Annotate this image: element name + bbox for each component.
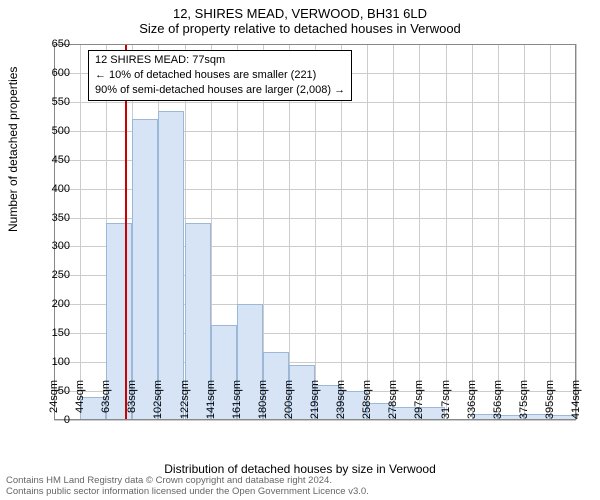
annotation-box: 12 SHIRES MEAD: 77sqm ← 10% of detached … (88, 50, 352, 101)
x-tick: 278sqm (387, 380, 399, 419)
gridline-v (576, 44, 577, 420)
x-tick: 395sqm (544, 380, 556, 419)
gridline-h (54, 420, 576, 421)
gridline-v (367, 44, 368, 420)
y-axis-label: Number of detached properties (6, 67, 20, 232)
x-tick: 161sqm (231, 380, 243, 419)
x-tick: 356sqm (492, 380, 504, 419)
x-tick: 122sqm (179, 380, 191, 419)
gridline-v (498, 44, 499, 420)
histogram-bar (158, 111, 184, 420)
x-tick: 200sqm (283, 380, 295, 419)
y-tick: 200 (30, 298, 70, 310)
x-tick: 219sqm (309, 380, 321, 419)
x-tick: 239sqm (335, 380, 347, 419)
y-tick: 550 (30, 96, 70, 108)
y-tick: 500 (30, 125, 70, 137)
gridline-v (80, 44, 81, 420)
y-tick: 150 (30, 327, 70, 339)
y-tick: 250 (30, 269, 70, 281)
y-tick: 0 (30, 414, 70, 426)
y-tick: 100 (30, 356, 70, 368)
y-tick: 600 (30, 67, 70, 79)
title-main: 12, SHIRES MEAD, VERWOOD, BH31 6LD (0, 0, 600, 21)
gridline-v (524, 44, 525, 420)
y-tick: 450 (30, 154, 70, 166)
x-tick: 375sqm (518, 380, 530, 419)
x-tick: 414sqm (570, 380, 582, 419)
x-tick: 44sqm (74, 380, 86, 413)
footer-line-2: Contains public sector information licen… (6, 487, 369, 498)
x-tick: 24sqm (48, 380, 60, 413)
title-sub: Size of property relative to detached ho… (0, 21, 600, 38)
y-tick: 350 (30, 212, 70, 224)
x-tick: 141sqm (205, 380, 217, 419)
x-tick: 258sqm (361, 380, 373, 419)
x-tick: 63sqm (100, 380, 112, 413)
gridline-v (446, 44, 447, 420)
histogram-bar (132, 119, 158, 420)
plot-area: 12 SHIRES MEAD: 77sqm ← 10% of detached … (54, 44, 576, 420)
x-tick: 336sqm (466, 380, 478, 419)
x-tick: 102sqm (152, 380, 164, 419)
y-tick: 400 (30, 183, 70, 195)
chart-container: 12, SHIRES MEAD, VERWOOD, BH31 6LD Size … (0, 0, 600, 500)
x-tick: 83sqm (126, 380, 138, 413)
gridline-v (472, 44, 473, 420)
annotation-line-1: 12 SHIRES MEAD: 77sqm (95, 53, 345, 68)
x-tick: 317sqm (440, 380, 452, 419)
x-tick: 180sqm (257, 380, 269, 419)
y-tick: 300 (30, 240, 70, 252)
x-axis-label: Distribution of detached houses by size … (0, 462, 600, 476)
annotation-line-2: ← 10% of detached houses are smaller (22… (95, 68, 345, 83)
footer-attribution: Contains HM Land Registry data © Crown c… (6, 476, 369, 498)
gridline-v (393, 44, 394, 420)
gridline-v (550, 44, 551, 420)
y-tick: 650 (30, 38, 70, 50)
annotation-line-3: 90% of semi-detached houses are larger (… (95, 83, 345, 98)
x-tick: 297sqm (413, 380, 425, 419)
gridline-v (419, 44, 420, 420)
